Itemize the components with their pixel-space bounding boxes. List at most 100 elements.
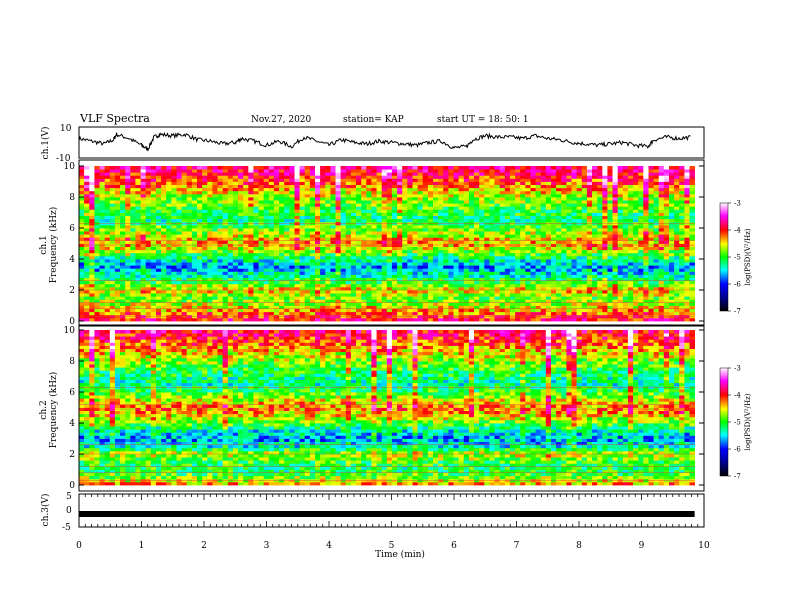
spectrogram-cell: [176, 286, 182, 291]
spectrogram-cell: [325, 197, 331, 201]
spectrogram-cell: [114, 193, 121, 198]
spectrogram-cell: [556, 299, 562, 303]
spectrogram-cell: [689, 206, 695, 210]
spectrogram-cell: [99, 224, 105, 229]
spectrogram-cell: [561, 246, 567, 251]
spectrogram-cell: [479, 268, 485, 272]
spectrogram-cell: [612, 299, 618, 303]
spectrogram-cell: [474, 268, 480, 272]
spectrogram-cell: [551, 277, 557, 282]
spectrogram-cell: [489, 193, 495, 198]
spectrogram-cell: [156, 246, 162, 251]
spectrogram-cell: [391, 280, 398, 285]
spectrogram-cell: [586, 262, 593, 266]
spectrogram-cell: [263, 293, 270, 297]
spectrogram-cell: [181, 311, 188, 316]
spectrogram-cell: [120, 265, 126, 269]
spectrogram-cell: [350, 293, 357, 297]
spectrogram-cell: [109, 308, 116, 313]
spectrogram-cell: [284, 212, 290, 216]
spectrogram-cell: [376, 234, 383, 238]
spectrogram-cell: [602, 200, 608, 204]
spectrogram-cell: [114, 286, 121, 291]
spectrogram-cell: [125, 228, 131, 232]
spectrogram-cell: [238, 265, 244, 269]
spectrogram-cell: [627, 286, 634, 291]
spectrogram-cell: [197, 203, 203, 207]
spectrogram-cell: [140, 249, 147, 254]
spectrogram-cell: [145, 209, 152, 213]
spectrogram-cell: [571, 209, 577, 213]
spectrogram-cell: [412, 193, 418, 198]
spectrogram-cell: [653, 200, 660, 204]
spectrogram-cell: [227, 215, 234, 220]
spectrogram-cell: [402, 265, 408, 269]
spectrogram-cell: [243, 286, 249, 291]
spectrogram-cell: [156, 209, 162, 213]
spectrogram-cell: [540, 206, 547, 210]
spectrogram-cell: [130, 193, 136, 198]
spectrogram-cell: [576, 249, 583, 254]
spectrogram-cell: [494, 200, 500, 204]
spectrogram-cell: [397, 237, 403, 241]
spectrogram-cell: [551, 224, 557, 229]
spectrogram-cell: [443, 277, 449, 282]
spectrogram-cell: [545, 246, 552, 251]
spectrogram-cell: [227, 283, 234, 288]
spectrogram-cell: [109, 290, 116, 294]
spectrogram-cell: [304, 268, 311, 272]
spectrogram-cell: [669, 218, 675, 223]
spectrogram-cell: [217, 308, 223, 313]
spectrogram-cell: [273, 259, 280, 263]
spectrogram-cell: [335, 200, 341, 204]
spectrogram-cell: [304, 280, 311, 285]
spectrogram-cell: [325, 262, 331, 266]
spectrogram-cell: [109, 234, 116, 238]
spectrogram-cell: [494, 268, 500, 272]
spectrogram-cell: [448, 249, 454, 254]
spectrogram-cell: [217, 240, 223, 244]
spectrogram-cell: [669, 277, 675, 282]
spectrogram-cell: [381, 286, 388, 291]
spectrogram-cell: [448, 255, 454, 260]
spectrogram-cell: [181, 240, 188, 244]
spectrogram-cell: [191, 218, 198, 223]
spectrogram-cell: [607, 265, 613, 269]
spectrogram-cell: [304, 197, 311, 201]
spectrogram-cell: [94, 311, 100, 316]
spectrogram-cell: [602, 296, 608, 300]
spectrogram-cell: [602, 274, 608, 278]
spectrogram-cell: [340, 231, 347, 235]
spectrogram-cell: [684, 280, 690, 285]
spectrogram-cell: [89, 209, 95, 213]
spectrogram-cell: [509, 237, 516, 241]
spectrogram-cell: [525, 255, 531, 260]
spectrogram-cell: [176, 237, 182, 241]
ch1-voltage-trace: [78, 131, 691, 152]
spectrogram-cell: [592, 299, 598, 303]
spectrogram-cell: [499, 197, 506, 201]
spectrogram-cell: [217, 280, 223, 285]
spectrogram-cell: [130, 240, 136, 244]
spectrogram-cell: [407, 262, 413, 266]
spectrogram-cell: [397, 317, 403, 322]
spectrogram-cell: [515, 311, 521, 316]
spectrogram-cell: [381, 280, 388, 285]
spectrogram-cell: [99, 209, 105, 213]
spectrogram-cell: [315, 237, 321, 241]
spectrogram-cell: [345, 265, 352, 269]
spectrogram-cell: [232, 290, 239, 294]
spectrogram-cell: [309, 268, 316, 272]
spectrogram-cell: [243, 308, 249, 313]
spectrogram-cell: [309, 265, 316, 269]
spectrogram-cell: [484, 224, 490, 229]
spectrogram-cell: [433, 265, 439, 269]
spectrogram-cell: [520, 262, 526, 266]
spectrogram-cell: [135, 190, 141, 195]
spectrogram-cell: [592, 308, 598, 313]
spectrogram-cell: [407, 271, 413, 275]
spectrogram-cell: [474, 255, 480, 260]
spectrogram-cell: [638, 203, 644, 207]
spectrogram-cell: [422, 203, 429, 207]
spectrogram-cell: [356, 255, 362, 260]
